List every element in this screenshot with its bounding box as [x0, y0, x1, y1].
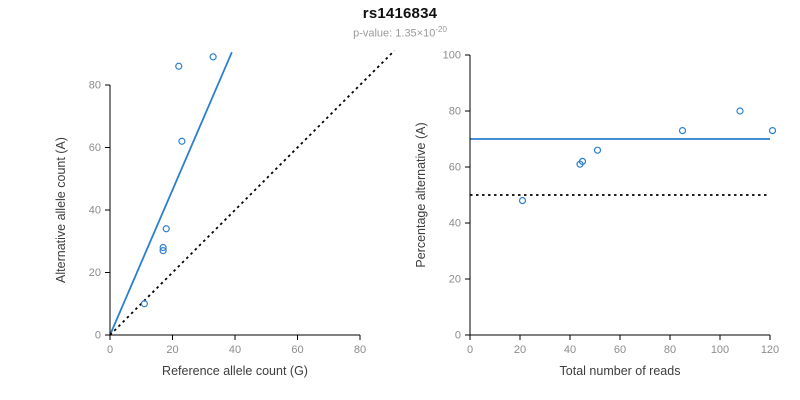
y-tick-label: 0	[455, 330, 461, 342]
percentage-alternative-scatter-plot: 0 20 40 60 80 100 120 0 20 40 60 80 100 Total number …	[414, 50, 779, 379]
x-tick-label: 80	[354, 344, 366, 356]
y-axis-title: Percentage alternative (A)	[414, 122, 428, 267]
x-tick-label: 0	[107, 344, 113, 356]
x-axis-title: Reference allele count (G)	[162, 364, 308, 378]
x-tick-label: 100	[711, 344, 729, 356]
data-point	[578, 157, 587, 165]
figure-header: rs1416834 p-value: 1.35×10-20	[0, 5, 800, 40]
x-tick-label: 20	[514, 344, 526, 356]
y-axis-title: Alternative allele count (A)	[54, 137, 68, 283]
y-tick-label: 60	[449, 162, 461, 174]
pvalue-text: p-value: 1.35×10	[353, 27, 436, 40]
data-point	[159, 247, 167, 255]
data-point	[736, 107, 744, 115]
regression-line	[109, 51, 233, 336]
y-tick-label: 20	[89, 267, 101, 279]
data-point	[140, 300, 148, 308]
identity-line	[109, 49, 396, 336]
data-point	[175, 62, 183, 70]
y-tick-label: 40	[449, 218, 461, 230]
data-point	[678, 127, 687, 135]
data-point	[178, 137, 186, 145]
x-tick-label: 40	[229, 344, 241, 356]
data-point	[593, 146, 602, 154]
x-tick-label: 0	[467, 344, 473, 356]
x-tick-label: 60	[291, 344, 303, 356]
x-tick-label: 40	[564, 344, 576, 356]
y-tick-label: 100	[443, 50, 461, 62]
y-tick-label: 80	[89, 80, 101, 92]
x-tick-label: 60	[614, 344, 626, 356]
y-tick-label: 40	[89, 205, 101, 217]
data-point	[162, 225, 170, 233]
x-tick-label: 20	[166, 344, 178, 356]
y-tick-label: 0	[95, 330, 101, 342]
y-tick-label: 20	[449, 274, 461, 286]
data-point	[159, 243, 167, 252]
x-axis-title: Total number of reads	[560, 364, 681, 378]
y-tick-label: 60	[89, 142, 101, 154]
figure-title: rs1416834	[362, 5, 438, 22]
data-point	[209, 53, 217, 61]
figure-subtitle: p-value: 1.35×10-20	[0, 25, 800, 40]
data-point	[768, 127, 777, 135]
x-tick-label: 120	[761, 344, 779, 356]
x-tick-label: 80	[664, 344, 676, 356]
pvalue-exponent: -20	[435, 25, 447, 34]
data-point	[518, 197, 527, 205]
allele-count-scatter-plot: 0 20 40 60 80 0 20 40 60 80 Reference allele count…	[54, 49, 396, 378]
y-tick-label: 80	[449, 106, 461, 118]
